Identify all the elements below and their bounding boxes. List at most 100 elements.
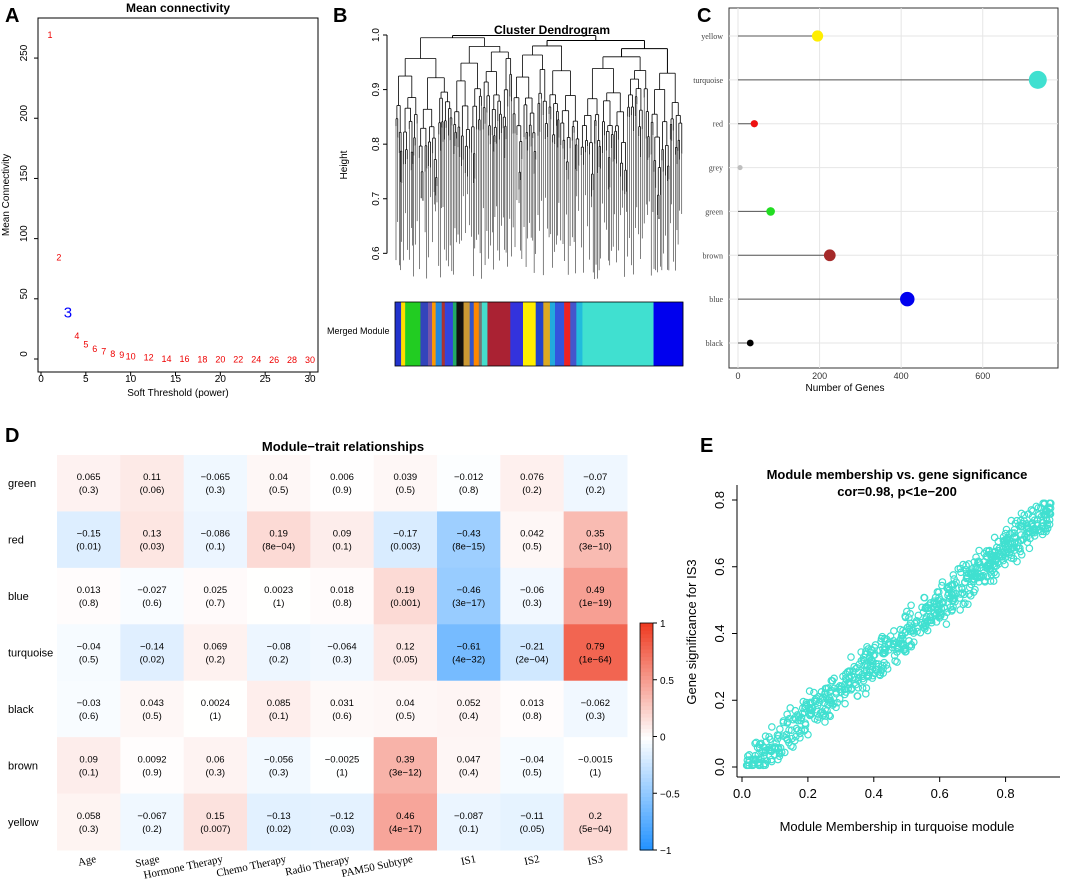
scatter-point [800,708,809,717]
cell-pvalue-label: (0.4) [459,767,479,778]
colorbar-segment [640,675,653,681]
cell-corr-label: 0.0092 [137,754,166,765]
scatter-point [813,716,822,724]
scatter-point [853,692,862,700]
scatter-point [768,723,776,731]
scatter-point [1010,538,1019,546]
cell-pvalue-label: (2e−04) [515,655,548,666]
heatmap-cell [373,624,438,682]
scatter-point [832,703,840,712]
y-axis-label: Gene significance for IS3 [684,559,699,704]
heatmap-cell [120,511,185,569]
row-label: turquoise [8,648,53,660]
scatter-point [794,716,802,725]
cell-corr-label: 0.025 [203,585,227,596]
row-label: yellow [8,817,39,829]
module-color-segment [405,302,421,366]
row-label: red [8,535,24,547]
cell-pvalue-label: (0.3) [332,655,352,666]
x-tick-label: 0.4 [865,786,883,801]
scatter-point [1027,506,1036,514]
scatter-point [761,748,770,756]
cell-corr-label: −0.012 [454,472,483,483]
heatmap-cell [120,624,185,682]
heatmap-cell [373,567,438,625]
scatter-point [826,712,834,721]
cell-corr-label: 0.13 [143,529,162,540]
scatter-point [950,575,958,583]
data-point: 2 [56,253,61,263]
module-color-segment [435,302,443,366]
scatter-point [896,636,905,645]
cell-corr-label: 0.076 [520,472,544,483]
scatter-point [1022,522,1031,530]
lollipop-dot [737,164,743,171]
scatter-point [851,675,860,684]
heatmap-cell [183,624,248,682]
cell-pvalue-label: (0.8) [79,598,99,609]
colorbar-segment [640,770,653,775]
data-point: 24 [251,355,261,365]
cell-pvalue-label: (0.3) [79,824,99,835]
scatter-point [975,577,983,586]
scatter-point [984,560,992,569]
heatmap-cell [57,793,121,851]
colorbar-segment [640,679,653,685]
scatter-point [751,739,759,748]
heatmap-cell [437,793,501,851]
panel-d: D Module−trait relationships green 0.065 (0… [5,425,680,882]
scatter-point [945,594,954,603]
heatmap-cell [437,680,501,738]
module-color-segment [456,302,464,366]
cell-pvalue-label: (0.6) [332,711,352,722]
scatter-point [774,732,783,740]
scatter-point [1030,532,1039,540]
cell-pvalue-label: (0.1) [206,542,226,553]
y-tick-label: 0.2 [712,691,727,709]
y-tick-label: 150 [19,165,30,182]
colorbar-segment [640,638,653,643]
cell-corr-label: −0.03 [77,698,101,709]
scatter-point [942,620,951,628]
colorbar-segment [640,706,653,711]
cell-corr-label: 0.19 [396,585,415,596]
scatter-point [783,735,792,744]
scatter-point [912,616,921,625]
colorbar-segment [640,755,653,760]
scatter-point [920,593,929,602]
cell-corr-label: 0.19 [269,529,288,540]
cell-pvalue-label: (0.8) [459,485,479,496]
scatter-point [902,647,910,656]
heatmap-cell [57,511,121,569]
scatter-point [920,619,929,628]
cell-pvalue-label: (0.7) [206,598,226,609]
cell-pvalue-label: (0.3) [206,485,226,496]
row-label: blue [8,591,29,603]
heatmap-cell [563,455,628,512]
scatter-point [951,598,959,606]
scatter-point [776,725,784,733]
cell-corr-label: −0.06 [520,585,544,596]
cell-pvalue-label: (0.8) [332,598,352,609]
y-axis-label: Mean Connectivity [1,154,12,236]
scatter-point [959,600,968,609]
panel-b: B Cluster Dendrogram 0.6 0.7 0.8 0.9 1.0 Heigh… [327,5,684,367]
scatter-point [943,608,951,617]
heatmap-cell [500,737,565,795]
cell-corr-label: 0.058 [77,811,101,822]
scatter-point [1001,560,1009,569]
x-tick-label: 25 [260,374,272,385]
heatmap-cell [183,737,248,795]
lollipop-dot [766,207,775,216]
cell-corr-label: −0.067 [137,811,166,822]
heatmap-cell [437,455,501,512]
heatmap-cell [310,680,375,738]
colorbar-segment [640,736,653,741]
heatmap-cell [437,737,501,795]
heatmap-cell [183,793,248,851]
scatter-point [960,578,969,587]
scatter-point [1010,529,1019,537]
module-color-segment [510,302,524,366]
cell-corr-label: −0.04 [520,754,544,765]
scatter-point [862,684,871,692]
